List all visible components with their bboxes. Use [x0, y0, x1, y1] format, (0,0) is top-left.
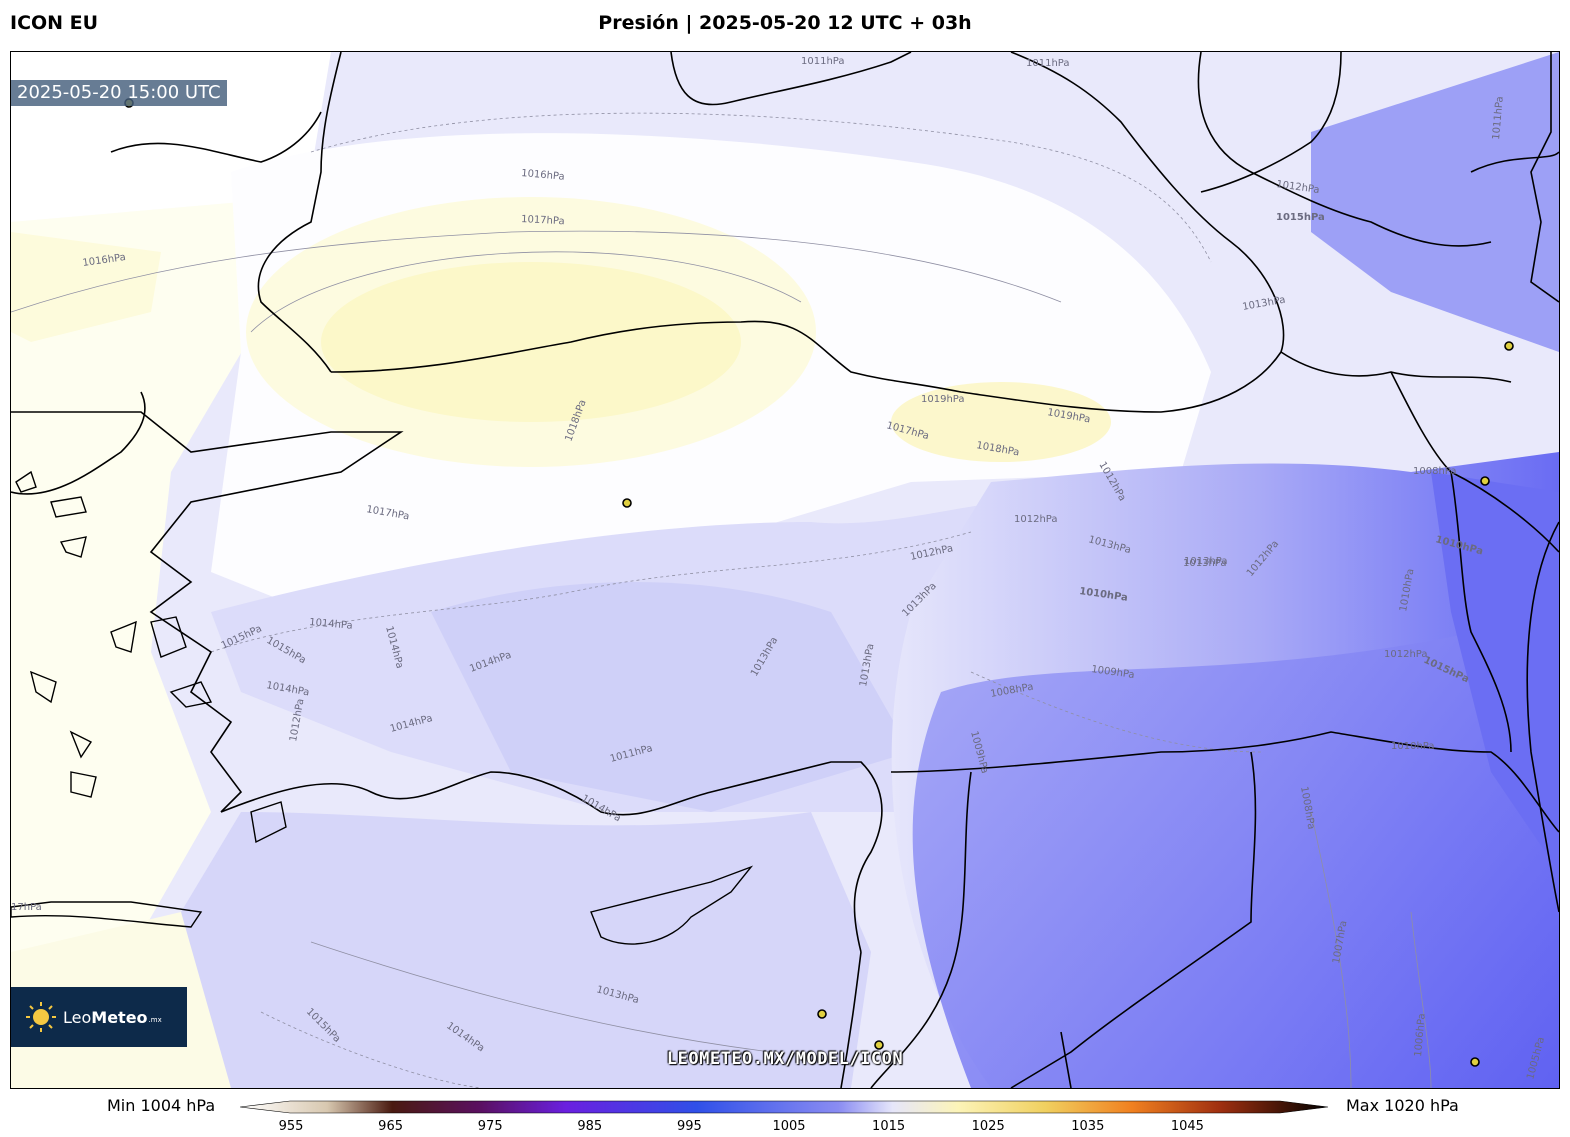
watermark-url: LEOMETEO.MX/MODEL/ICON: [666, 1049, 904, 1069]
field-west: [11, 202, 271, 972]
island-9: [169, 681, 213, 708]
colorbar-min-label: Min 1004 hPa: [107, 1096, 216, 1115]
coastlines: [11, 52, 1559, 1088]
field-high-inner: [321, 262, 741, 422]
isobar-1006: [1410, 911, 1432, 1088]
city-marker[interactable]: [622, 498, 632, 508]
island-crete: [11, 901, 203, 928]
island-3: [59, 536, 87, 558]
coast-greece: [11, 391, 146, 495]
isobar-label: 1010hPa: [1391, 741, 1435, 752]
isobar-1015-south: [260, 1011, 482, 1088]
colorbar-tick-label: 995: [676, 1119, 702, 1134]
border-caucasus-1: [1200, 52, 1342, 193]
isobar-label: 1012hPa: [1384, 649, 1428, 660]
isobar-1007: [1310, 811, 1352, 1088]
map-canvas: 1011hPa 1011hPa 1016hPa 1017hPa 1016hPa …: [11, 52, 1559, 1088]
colorbar-tick-label: 965: [378, 1119, 404, 1134]
colorbar-tick-label: 985: [577, 1119, 603, 1134]
island-rhodes: [250, 801, 287, 844]
isobar-1013: [310, 941, 772, 1053]
sun-icon: [26, 1002, 56, 1032]
isobar-label: 1011hPa: [801, 56, 845, 67]
isobar-label: 1016hPa: [521, 168, 565, 183]
model-name: ICON EU: [10, 12, 99, 34]
colorbar-tick-label: 1045: [1170, 1119, 1204, 1134]
colorbar-max-label: Max 1020 hPa: [1346, 1096, 1459, 1115]
island-7: [69, 730, 93, 759]
border-syria-lebanon: [870, 771, 972, 1088]
coast-north: [670, 52, 912, 106]
island-2: [50, 496, 87, 518]
leometeo-logo: LeoMeteo .mx: [11, 987, 187, 1047]
border-russia-georgia: [1197, 52, 1492, 247]
city-marker[interactable]: [817, 1009, 827, 1019]
field-northeast: [1311, 52, 1559, 352]
city-marker[interactable]: [874, 1040, 884, 1050]
coast-turkey-south: [220, 761, 883, 953]
isobar-dashed-center: [210, 531, 972, 653]
colorbar-tick-label: 1025: [971, 1119, 1005, 1134]
border-syria-iraq: [1010, 751, 1257, 1088]
border-iran-iraq: [1450, 471, 1512, 753]
field-anatolia-inner: [431, 582, 911, 812]
colorbar: [240, 1100, 1329, 1114]
valid-time-badge: 2025-05-20 15:00 UTC: [11, 80, 227, 106]
coast-aegean: [11, 411, 404, 813]
isobar-label: 1017hPa: [521, 214, 565, 227]
isobar-label: 17hPa: [11, 902, 42, 913]
chart-title: Presión | 2025-05-20 12 UTC + 03h: [598, 12, 972, 34]
coast-black-sea-south: [330, 320, 1282, 413]
isobar-label: 1011hPa: [1491, 96, 1506, 140]
isobar-label: 1013hPa: [1184, 556, 1228, 567]
island-6: [29, 670, 57, 704]
isobar-1016: [11, 230, 1062, 313]
island-8: [70, 771, 97, 798]
isobar-label: 1006hPa: [1413, 1013, 1428, 1057]
colorbar-tick-label: 1015: [872, 1119, 906, 1134]
isobar-label: 1012hPa: [1014, 514, 1058, 525]
coast-black-sea-west: [257, 52, 342, 373]
isobar-label: 1015hPa: [1276, 212, 1325, 223]
island-4: [110, 620, 137, 653]
city-marker[interactable]: [1504, 341, 1514, 351]
pressure-map[interactable]: 1011hPa 1011hPa 1016hPa 1017hPa 1016hPa …: [10, 51, 1560, 1089]
island-cyprus: [590, 865, 754, 945]
isobar-label: 1008hPa: [1413, 466, 1457, 477]
island-5: [150, 616, 187, 658]
field-high-east: [891, 382, 1111, 462]
island-1: [15, 470, 37, 493]
colorbar-tick-label: 975: [477, 1119, 503, 1134]
logo-text: LeoMeteo: [63, 1007, 148, 1027]
city-markers: [124, 98, 1514, 1067]
colorbar-strip: [240, 1100, 1329, 1114]
colorbar-tick-label: 1035: [1071, 1119, 1105, 1134]
border-iran-west: [1526, 521, 1559, 913]
isobar-dashed-north: [310, 112, 1212, 263]
city-marker[interactable]: [1470, 1057, 1480, 1067]
city-marker[interactable]: [1480, 476, 1490, 486]
isobar-1017: [250, 251, 802, 333]
field-mediterranean: [181, 812, 871, 1088]
border-north-east: [1470, 151, 1559, 173]
islands: [11, 470, 754, 945]
border-caspian: [1530, 52, 1559, 303]
logo-suffix: .mx: [148, 1016, 162, 1024]
isobar-label: 1011hPa: [1026, 58, 1070, 69]
border-turkey-syria: [890, 731, 1559, 833]
coast-levant: [840, 951, 862, 1088]
isobar-label: 1014hPa: [309, 617, 353, 632]
isobar-label: 1013hPa: [1183, 558, 1227, 569]
coast-black-sea-east: [1010, 52, 1285, 353]
colorbar-tick-label: 955: [278, 1119, 304, 1134]
field-yellow-west: [11, 232, 161, 342]
border-jordan: [1060, 1031, 1072, 1088]
coast-balkan: [110, 111, 322, 163]
field-southeast-low: [912, 612, 1559, 1088]
colorbar-tick-label: 1005: [772, 1119, 806, 1134]
isobar-label: 1019hPa: [921, 394, 965, 405]
